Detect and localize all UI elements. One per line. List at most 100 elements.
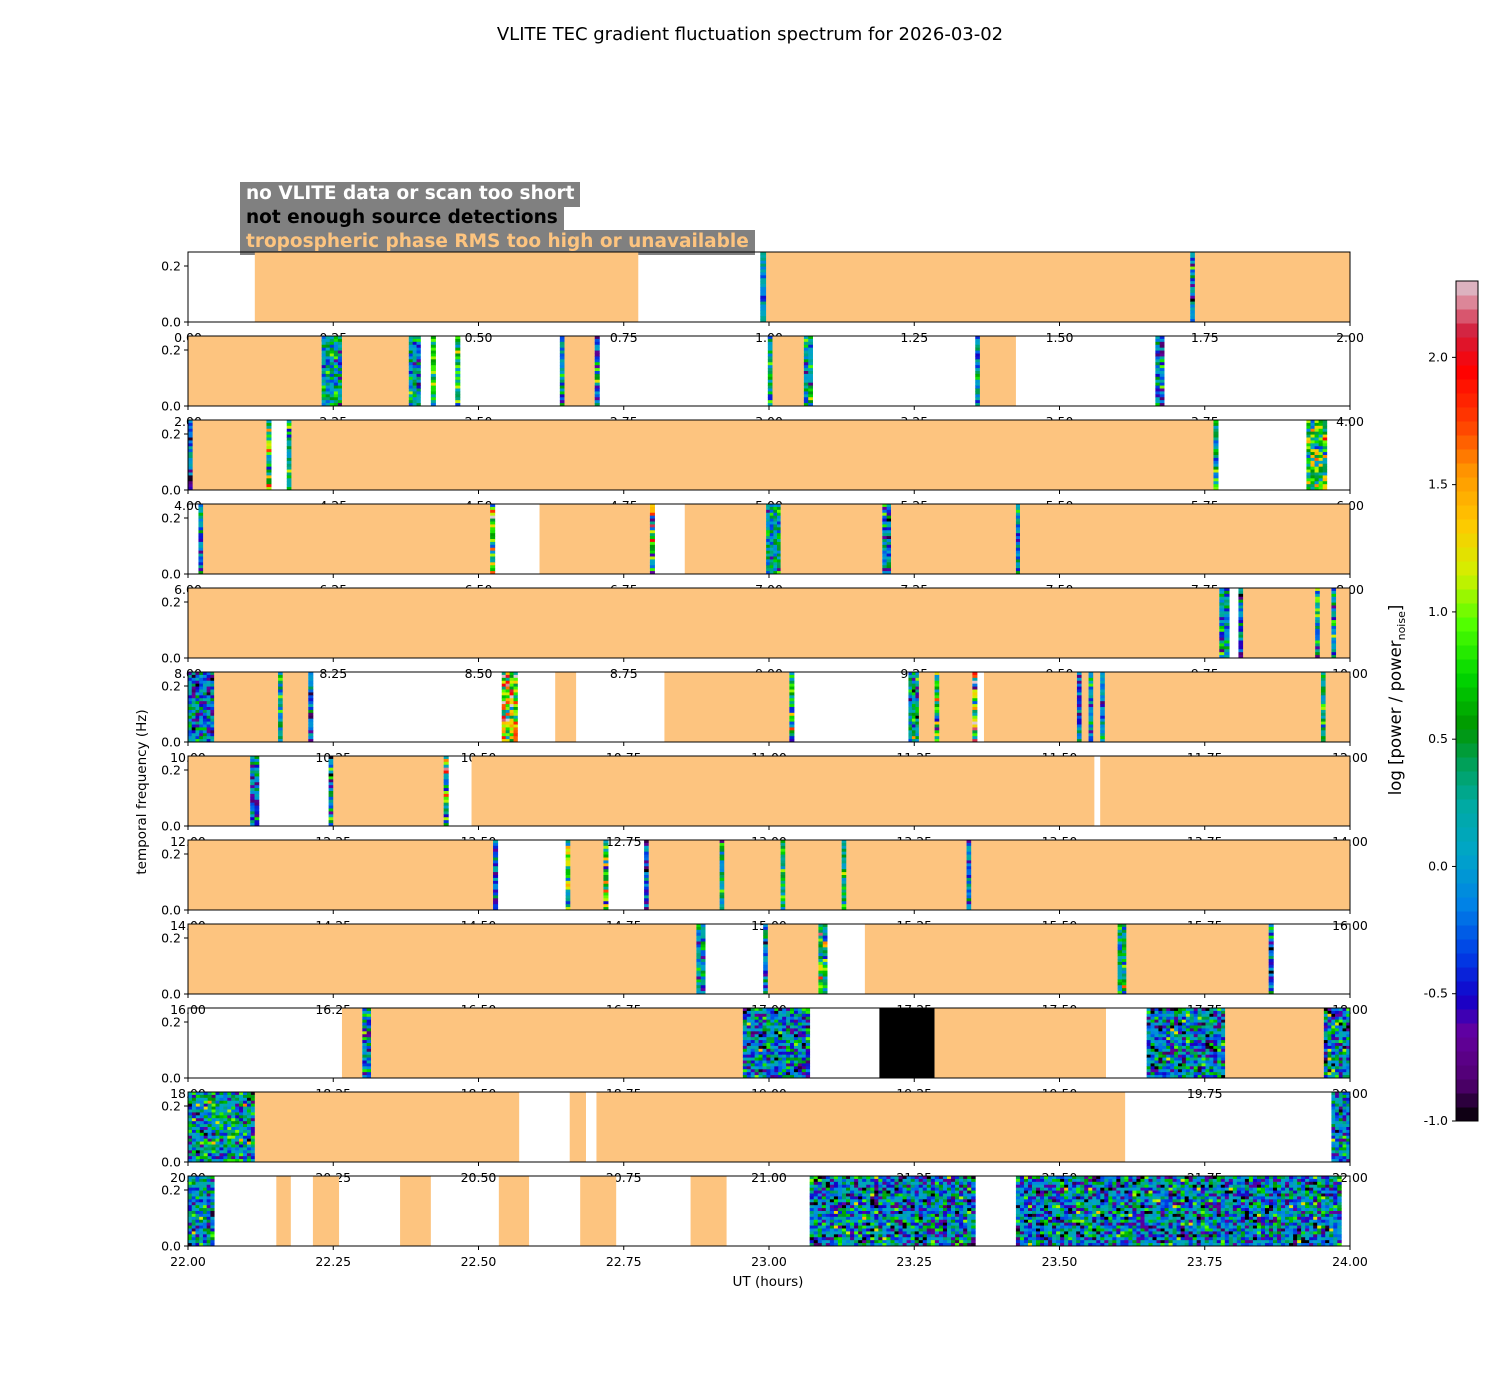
spectrum-cell	[878, 1205, 883, 1209]
spectrum-cell	[786, 1045, 791, 1050]
spectrum-cell	[967, 1222, 972, 1226]
spectrum-cell	[1238, 646, 1244, 650]
spectrum-cell	[1320, 680, 1326, 685]
spectrum-cell	[1185, 1048, 1191, 1053]
spectrum-cell	[188, 689, 193, 693]
spectrum-cell	[870, 1178, 875, 1183]
spectrum-cell	[1342, 1022, 1347, 1026]
spectrum-cell	[908, 721, 913, 725]
spectrum-cell	[813, 1208, 819, 1212]
spectrum-cell	[774, 1066, 779, 1070]
spectrum-cell	[505, 680, 510, 685]
spectrum-cell	[773, 512, 778, 517]
spectrum-cell	[243, 1112, 248, 1116]
spectrum-cell	[188, 1094, 193, 1099]
spectrum-cell	[1170, 1010, 1175, 1015]
spectrum-cell	[509, 680, 514, 685]
spectrum-cell	[1346, 1040, 1351, 1044]
spectrum-cell	[1342, 1048, 1347, 1053]
spectrum-cell	[829, 1187, 835, 1191]
spectrum-cell	[862, 1208, 867, 1212]
spectrum-cell	[1306, 475, 1311, 479]
spectrum-cell	[195, 739, 200, 743]
spectrum-cell	[934, 709, 940, 714]
spectrum-cell	[195, 1234, 200, 1238]
spectrum-cell	[773, 565, 778, 569]
spectrum-cell	[951, 1190, 956, 1194]
spectrum-cell	[207, 1129, 212, 1134]
spectrum-cell	[951, 1202, 956, 1206]
spectrum-cell	[337, 353, 343, 357]
spectrum-cell	[188, 727, 193, 731]
spectrum-cell	[202, 1243, 208, 1247]
spectrum-cell	[188, 1106, 193, 1110]
spectrum-cell	[782, 1072, 787, 1076]
spectrum-cell	[1335, 1057, 1340, 1061]
spectrum-cell	[1100, 718, 1106, 722]
spectrum-cell	[769, 541, 774, 546]
spectrum-cell	[1338, 1112, 1343, 1116]
spectrum-cell	[696, 953, 702, 957]
spectrum-cell	[1190, 289, 1196, 294]
spectrum-cell	[886, 559, 892, 563]
spectrum-cell	[337, 379, 343, 384]
spectrum-cell	[758, 1040, 763, 1044]
spectrum-cell	[1146, 1034, 1151, 1038]
spectrum-cell	[898, 1178, 903, 1183]
spectrum-cell	[1170, 1075, 1175, 1079]
spectrum-cell	[408, 359, 414, 363]
spectrum-cell	[1322, 446, 1328, 450]
spectrum-cell	[1146, 1040, 1151, 1044]
spectrum-cell	[782, 1066, 787, 1070]
spectrum-cell	[746, 1008, 752, 1012]
spectrum-cell	[696, 976, 702, 980]
spectrum-cell	[922, 1205, 928, 1209]
spectrum-cell	[1346, 1106, 1351, 1110]
spectrum-cell	[776, 530, 782, 534]
spectrum-cell	[769, 553, 774, 557]
spectrum-cell	[243, 1138, 248, 1142]
spectrum-cell	[1146, 1031, 1151, 1035]
spectrum-cell	[223, 1144, 228, 1148]
spectrum-cell	[1162, 1022, 1167, 1026]
spectrum-cell	[938, 1193, 944, 1197]
spectrum-cell	[963, 1208, 968, 1212]
spectrum-cell	[206, 1193, 211, 1197]
spectrum-cell	[1178, 1043, 1183, 1047]
spectrum-cell	[1342, 1043, 1347, 1047]
spectrum-cell	[455, 359, 461, 363]
spectrum-cell	[833, 1225, 839, 1229]
spectrum-cell	[911, 701, 916, 705]
spectrum-cell	[215, 1112, 220, 1116]
spectrum-cell	[754, 1037, 759, 1041]
spectrum-cell	[1100, 704, 1106, 708]
spectrum-cell	[239, 1092, 244, 1096]
spectrum-cell	[786, 1016, 791, 1021]
spectrum-cell	[1320, 677, 1326, 682]
spectrum-cell	[308, 736, 314, 740]
spectrum-cell	[1150, 1037, 1155, 1041]
spectrum-cell	[1323, 1025, 1328, 1029]
spectrum-cell	[603, 901, 609, 905]
spectrum-cell	[1190, 301, 1196, 305]
spectrum-cell	[211, 1147, 216, 1151]
spectrum-cell	[767, 336, 773, 340]
spectrum-cell	[874, 1196, 879, 1200]
spectrum-cell	[1213, 463, 1219, 468]
spectrum-cell	[841, 1190, 847, 1194]
spectrum-cell	[243, 1103, 248, 1107]
spectrum-cell	[1201, 1069, 1206, 1073]
spectrum-cell	[644, 869, 650, 873]
spectrum-cell	[1121, 924, 1127, 928]
spectrum-cell	[1213, 1016, 1218, 1021]
spectrum-cell	[829, 1202, 835, 1206]
spectrum-cell	[1150, 1031, 1155, 1035]
spectrum-cell	[333, 347, 339, 351]
spectrum-cell	[649, 565, 655, 569]
spectrum-cell	[780, 842, 786, 847]
spectrum-cell	[188, 1205, 193, 1209]
spectrum-cell	[1201, 1008, 1206, 1012]
spectrum-cell	[1015, 556, 1021, 560]
spectrum-cell	[778, 1028, 783, 1032]
spectrum-cell	[1178, 1066, 1183, 1070]
